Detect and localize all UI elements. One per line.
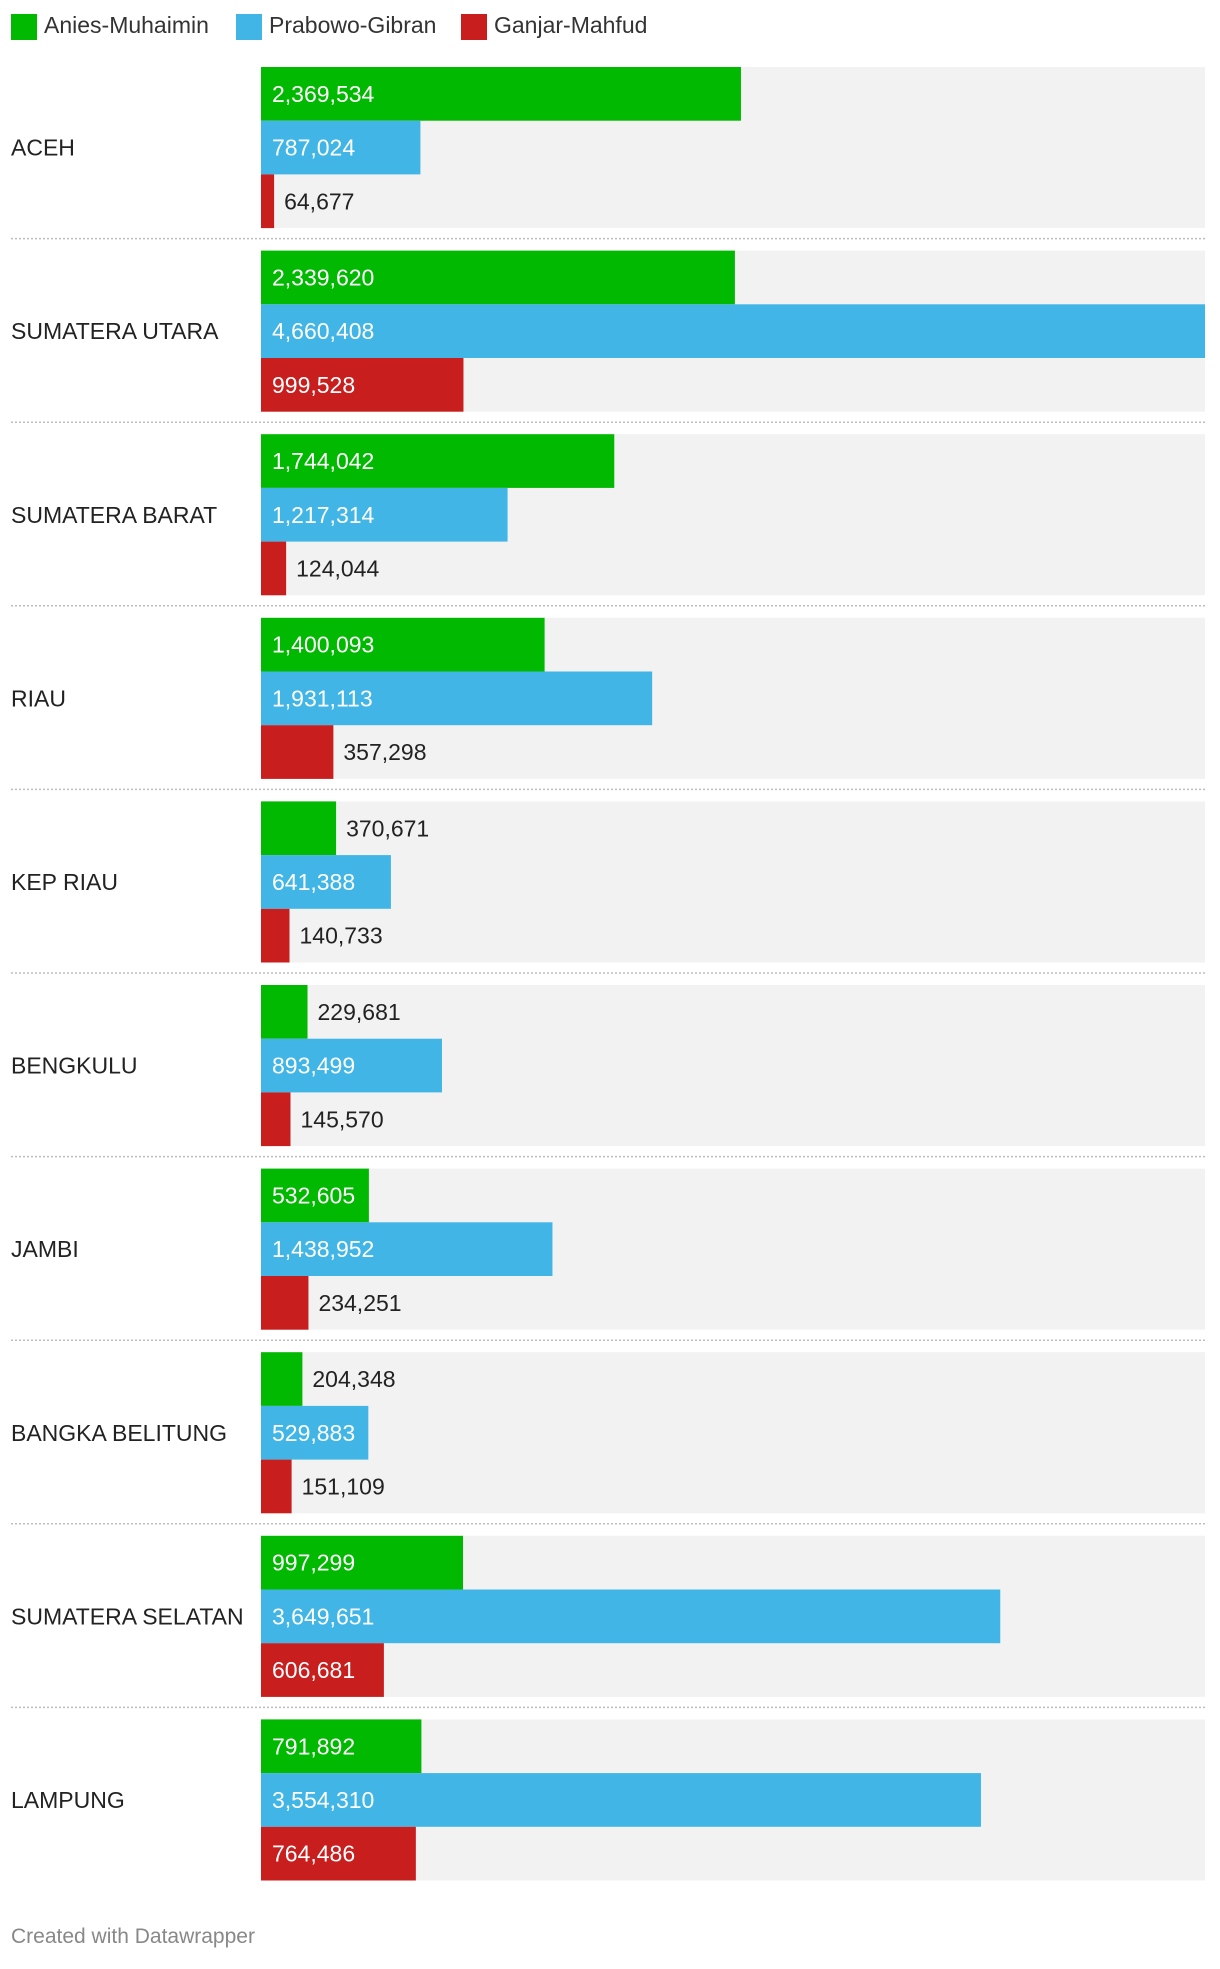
bar-prabowo-gibran bbox=[261, 304, 1205, 358]
group-bangka-belitung: BANGKA BELITUNG 204,348 529,883 151,109 bbox=[11, 1352, 1205, 1525]
legend-swatch bbox=[11, 14, 37, 40]
legend-label: Prabowo-Gibran bbox=[269, 12, 436, 38]
plot-area: ACEH 2,369,534 787,024 64,677 SUMATERA UTARA… bbox=[11, 67, 1205, 1881]
value-label: 787,024 bbox=[272, 135, 355, 161]
bar-anies-muhaimin bbox=[261, 1719, 422, 1774]
bar-prabowo-gibran bbox=[261, 671, 653, 726]
category-label: RIAU bbox=[11, 685, 66, 711]
category-label: KEP RIAU bbox=[11, 869, 118, 895]
group-riau: RIAU 1,400,093 1,931,113 357,298 bbox=[11, 617, 1205, 791]
bar-anies-muhaimin bbox=[261, 250, 735, 305]
bar-prabowo-gibran bbox=[261, 1222, 553, 1276]
value-label: 140,733 bbox=[300, 923, 383, 949]
value-label: 1,400,093 bbox=[272, 632, 374, 658]
bar-ganjar-mahfud bbox=[261, 541, 287, 596]
value-label: 997,299 bbox=[272, 1550, 355, 1576]
category-label: LAMPUNG bbox=[11, 1787, 125, 1813]
value-label: 370,671 bbox=[346, 815, 429, 841]
value-label: 1,931,113 bbox=[272, 685, 373, 711]
bar-anies-muhaimin bbox=[261, 1168, 369, 1223]
value-label: 2,369,534 bbox=[272, 81, 375, 107]
category-label: ACEH bbox=[11, 135, 75, 161]
bar-prabowo-gibran bbox=[261, 120, 421, 175]
value-label: 2,339,620 bbox=[272, 264, 374, 290]
category-label: JAMBI bbox=[11, 1236, 79, 1262]
bar-anies-muhaimin bbox=[261, 434, 615, 488]
legend-item-ganjar-mahfud: Ganjar-Mahfud bbox=[461, 12, 647, 40]
category-label: SUMATERA SELATAN bbox=[11, 1603, 244, 1629]
bar-prabowo-gibran bbox=[261, 1589, 1001, 1644]
value-label: 145,570 bbox=[300, 1106, 383, 1132]
bar-prabowo-gibran bbox=[261, 487, 508, 542]
bar-prabowo-gibran bbox=[261, 1038, 442, 1093]
category-label: SUMATERA BARAT bbox=[11, 502, 217, 528]
value-label: 1,438,952 bbox=[272, 1236, 374, 1262]
bar-anies-muhaimin bbox=[261, 801, 337, 856]
bar-ganjar-mahfud bbox=[261, 1643, 384, 1697]
value-label: 532,605 bbox=[272, 1182, 355, 1208]
group-sumatera-selatan: SUMATERA SELATAN 997,299 3,649,651 606,681 bbox=[11, 1535, 1205, 1709]
category-label: SUMATERA UTARA bbox=[11, 318, 219, 344]
group-kep-riau: KEP RIAU 370,671 641,388 140,733 bbox=[11, 801, 1205, 974]
legend-swatch bbox=[461, 14, 487, 40]
bar-prabowo-gibran bbox=[261, 855, 391, 909]
bar-anies-muhaimin bbox=[261, 985, 308, 1039]
bar-ganjar-mahfud bbox=[261, 1276, 309, 1330]
category-label: BANGKA BELITUNG bbox=[11, 1420, 227, 1446]
value-label: 893,499 bbox=[272, 1053, 355, 1079]
value-label: 229,681 bbox=[318, 999, 401, 1025]
value-label: 529,883 bbox=[272, 1420, 355, 1446]
value-label: 791,892 bbox=[272, 1733, 355, 1759]
legend-item-prabowo-gibran: Prabowo-Gibran bbox=[236, 12, 436, 40]
group-sumatera-utara: SUMATERA UTARA 2,339,620 4,660,408 999,528 bbox=[11, 250, 1205, 423]
bar-ganjar-mahfud bbox=[261, 1459, 292, 1514]
value-label: 1,217,314 bbox=[272, 502, 375, 528]
group-background bbox=[261, 1352, 1205, 1514]
value-label: 151,109 bbox=[302, 1473, 385, 1499]
bar-anies-muhaimin bbox=[261, 1352, 303, 1406]
value-label: 764,486 bbox=[272, 1841, 355, 1867]
group-bengkulu: BENGKULU 229,681 893,499 145,570 bbox=[11, 985, 1205, 1158]
value-label: 124,044 bbox=[296, 555, 379, 581]
value-label: 64,677 bbox=[284, 188, 354, 214]
footer-credit: Created with Datawrapper bbox=[11, 1925, 255, 1948]
bar-ganjar-mahfud bbox=[261, 1826, 416, 1881]
bar-anies-muhaimin bbox=[261, 1535, 464, 1590]
value-label: 357,298 bbox=[343, 739, 426, 765]
group-jambi: JAMBI 532,605 1,438,952 234,251 bbox=[11, 1168, 1205, 1341]
value-label: 3,649,651 bbox=[272, 1603, 374, 1629]
legend-item-anies-muhaimin: Anies-Muhaimin bbox=[11, 12, 209, 40]
bar-anies-muhaimin bbox=[261, 67, 741, 121]
bar-prabowo-gibran bbox=[261, 1773, 981, 1827]
group-lampung: LAMPUNG 791,892 3,554,310 764,486 bbox=[11, 1719, 1205, 1881]
value-label: 3,554,310 bbox=[272, 1787, 374, 1813]
value-label: 234,251 bbox=[318, 1290, 401, 1316]
value-label: 641,388 bbox=[272, 869, 355, 895]
bar-prabowo-gibran bbox=[261, 1405, 369, 1460]
legend-label: Ganjar-Mahfud bbox=[494, 12, 647, 38]
bar-ganjar-mahfud bbox=[261, 725, 334, 779]
bar-anies-muhaimin bbox=[261, 617, 545, 672]
legend-swatch bbox=[236, 14, 262, 40]
bar-ganjar-mahfud bbox=[261, 908, 290, 963]
bar-ganjar-mahfud bbox=[261, 1092, 291, 1147]
value-label: 606,681 bbox=[272, 1657, 355, 1683]
bar-ganjar-mahfud bbox=[261, 358, 464, 412]
bar-ganjar-mahfud bbox=[261, 174, 275, 229]
value-label: 204,348 bbox=[312, 1366, 395, 1392]
value-label: 999,528 bbox=[272, 372, 355, 398]
group-sumatera-barat: SUMATERA BARAT 1,744,042 1,217,314 124,044 bbox=[11, 434, 1205, 607]
legend-label: Anies-Muhaimin bbox=[44, 12, 209, 38]
group-aceh: ACEH 2,369,534 787,024 64,677 bbox=[11, 67, 1205, 240]
category-label: BENGKULU bbox=[11, 1053, 138, 1079]
group-background bbox=[261, 801, 1205, 963]
legend: Anies-Muhaimin Prabowo-Gibran Ganjar-Mahfu… bbox=[11, 12, 647, 40]
value-label: 4,660,408 bbox=[272, 318, 374, 344]
value-label: 1,744,042 bbox=[272, 448, 374, 474]
